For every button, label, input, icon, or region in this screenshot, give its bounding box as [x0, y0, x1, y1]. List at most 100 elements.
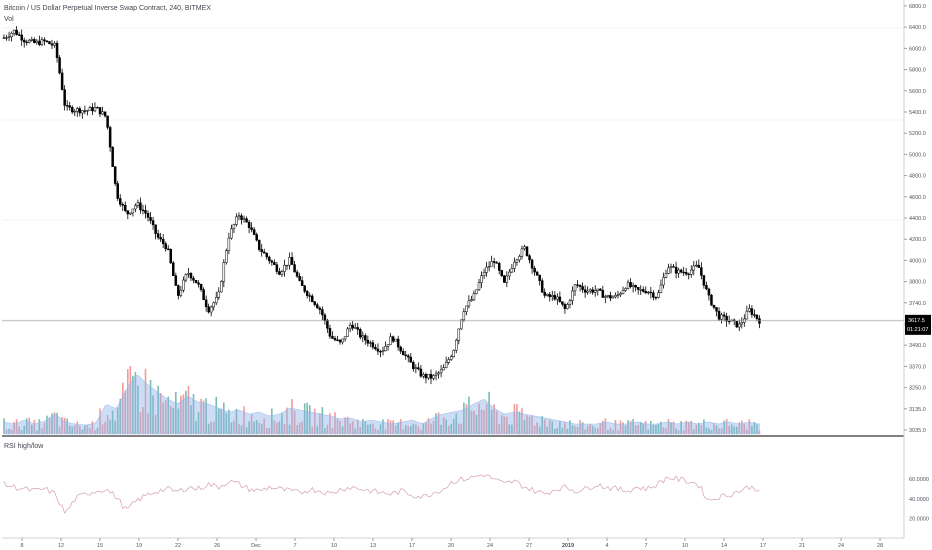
y-tick-label: 4400.0 — [909, 216, 926, 222]
candle-body — [35, 40, 39, 43]
candle-body — [50, 43, 54, 46]
candle-body — [444, 362, 448, 368]
y-tick-label: 3135.0 — [909, 407, 926, 413]
volume-bar — [180, 395, 182, 434]
candle-body — [604, 296, 607, 298]
volume-bar — [63, 417, 66, 434]
candle-body — [528, 255, 531, 261]
volume-bar — [417, 426, 420, 434]
y-tick-label: 6800.0 — [909, 4, 926, 10]
candle-body — [116, 183, 119, 199]
x-tick-label: 26 — [214, 543, 220, 549]
candle-body — [404, 354, 407, 356]
volume-bar — [516, 404, 518, 434]
volume-bar — [169, 406, 172, 434]
candle-body — [606, 295, 610, 297]
volume-bar — [164, 400, 167, 434]
volume-bar — [5, 429, 8, 434]
candle-body — [237, 215, 241, 218]
volume-bar — [513, 404, 516, 434]
candle-body — [2, 37, 6, 39]
candle-body — [659, 284, 663, 294]
candle-body — [351, 324, 354, 329]
x-tick-label: 8 — [20, 543, 23, 549]
volume-bar — [43, 422, 46, 434]
candle-body — [323, 314, 327, 321]
x-tick-label: 10 — [331, 543, 337, 549]
volume-bar — [152, 395, 154, 434]
candle-body — [45, 40, 49, 42]
candle-body — [750, 308, 754, 315]
candle-body — [609, 295, 612, 299]
volume-bar — [533, 425, 536, 434]
volume-bar — [341, 426, 344, 434]
volume-bar — [488, 391, 490, 434]
price-badge-price: 3617.5 — [908, 318, 925, 324]
volume-ma-area — [3, 374, 760, 435]
candle-body — [753, 314, 756, 316]
candle-body — [305, 291, 309, 296]
volume-bar — [612, 430, 614, 434]
candle-body — [422, 374, 425, 377]
volume-bar — [271, 408, 273, 434]
volume-bar — [465, 404, 468, 434]
volume-bar — [207, 423, 210, 434]
candle-body — [525, 246, 529, 256]
volume-bar — [725, 418, 728, 434]
volume-bar — [238, 423, 240, 434]
y-tick-label: 4600.0 — [909, 195, 926, 201]
volume-bar — [647, 429, 650, 434]
candle-body — [268, 256, 271, 262]
volume-bar — [351, 421, 354, 434]
volume-bar — [364, 421, 367, 434]
candle-body — [93, 107, 97, 112]
candle-body — [697, 264, 701, 268]
candle-body — [257, 239, 261, 250]
volume-bar — [667, 419, 670, 434]
candle-body — [235, 216, 238, 225]
volume-bar — [220, 408, 223, 434]
candle-body — [748, 308, 751, 312]
candle-body — [217, 291, 221, 298]
candle-body — [199, 283, 203, 290]
volume-bar — [604, 418, 607, 434]
candle-body — [278, 271, 281, 275]
candle-body — [359, 329, 362, 338]
candle-body — [166, 248, 170, 250]
candle-body — [427, 374, 430, 379]
volume-bar — [404, 424, 407, 434]
volume-bar — [518, 411, 521, 434]
volume-bar — [460, 423, 463, 434]
candle-body — [255, 234, 258, 241]
candle-body — [452, 350, 455, 357]
volume-bar — [437, 412, 440, 434]
candle-body — [5, 37, 8, 39]
volume-bar — [746, 429, 748, 434]
volume-bar — [556, 428, 559, 434]
volume-bar — [36, 430, 38, 434]
volume-bar — [566, 428, 569, 434]
candle-body — [669, 266, 673, 269]
rsi-line — [3, 474, 760, 514]
candle-body — [101, 111, 104, 115]
volume-bar — [427, 418, 430, 434]
candle-body — [22, 39, 26, 43]
volume-label: Vol — [4, 16, 14, 23]
price-badge: 3617.5 01:21:07 — [905, 314, 931, 335]
volume-bar — [422, 423, 425, 434]
candle-body — [727, 320, 731, 323]
candle-body — [374, 347, 377, 350]
candle-body — [477, 282, 481, 291]
volume-bar — [319, 413, 321, 434]
volume-bar — [367, 424, 369, 434]
candle-body — [376, 348, 380, 352]
candle-body — [70, 107, 74, 113]
volume-bar — [458, 423, 460, 434]
volume-bar — [523, 419, 526, 434]
x-tick-label: 27 — [526, 543, 532, 549]
candle-body — [154, 224, 157, 234]
x-tick-label: 7 — [293, 543, 296, 549]
x-tick-label: 13 — [370, 543, 376, 549]
candle-body — [457, 328, 461, 341]
volume-bar — [210, 421, 212, 434]
